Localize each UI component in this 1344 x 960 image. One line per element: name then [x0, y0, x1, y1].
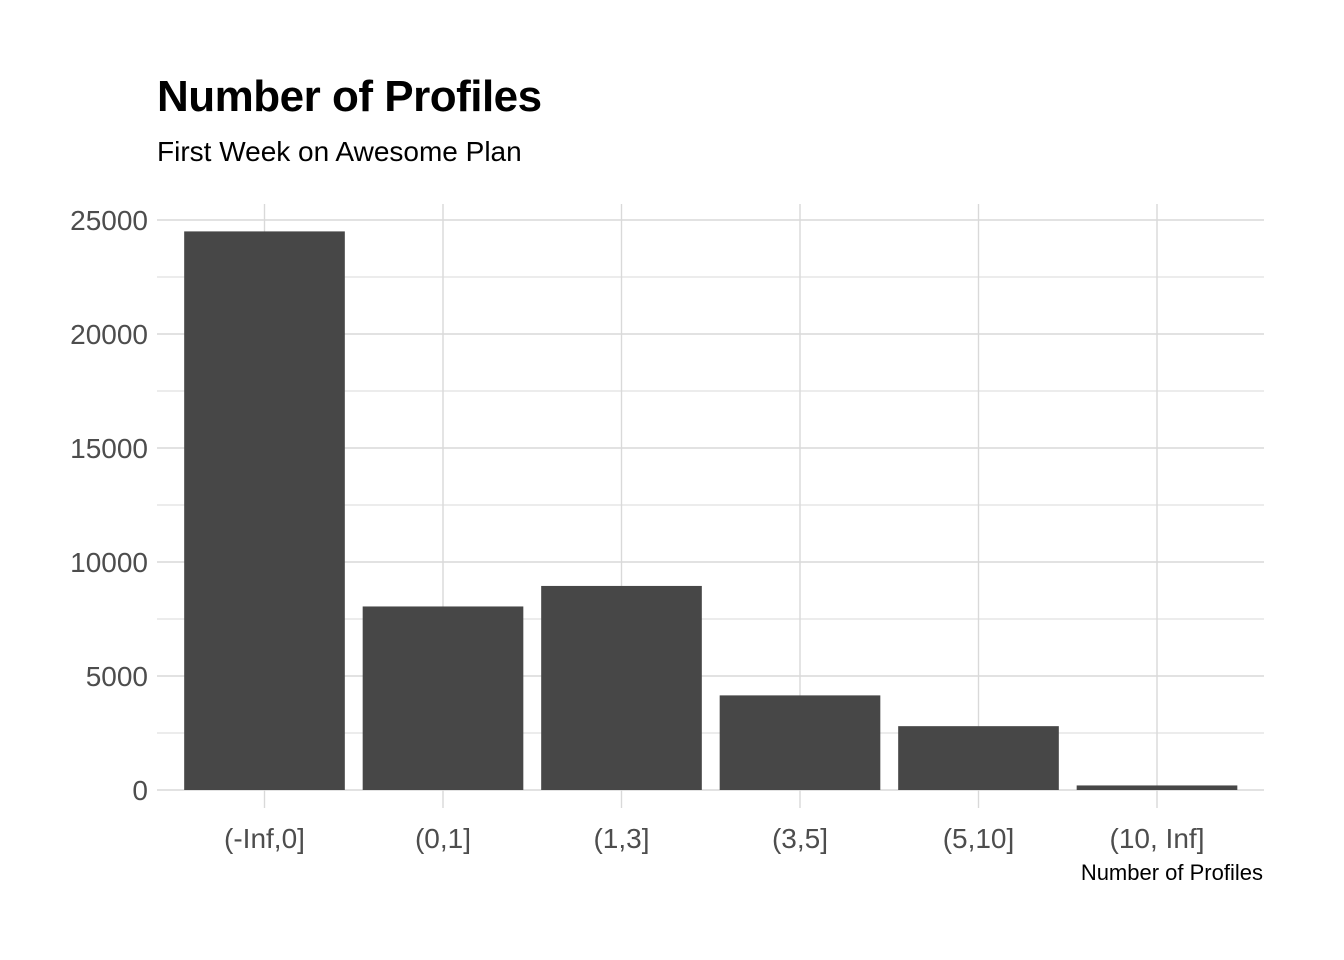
x-tick-label: (1,3]: [593, 823, 649, 854]
x-tick-label: (3,5]: [772, 823, 828, 854]
y-tick-label: 5000: [86, 661, 148, 692]
x-tick-label: (5,10]: [943, 823, 1015, 854]
x-axis-tick-labels: (-Inf,0] (0,1] (1,3] (3,5] (5,10] (10, Inf]: [224, 823, 1204, 854]
bars: [184, 231, 1238, 790]
y-tick-label: 10000: [70, 547, 148, 578]
bar-3: [719, 695, 881, 790]
y-tick-label: 20000: [70, 319, 148, 350]
y-axis-tick-labels: 0 5000 10000 15000 20000 25000: [70, 205, 148, 806]
bar-2: [541, 585, 702, 790]
chart-title: Number of Profiles: [157, 72, 542, 121]
y-tick-label: 15000: [70, 433, 148, 464]
bar-5: [1076, 785, 1238, 790]
bar-0: [184, 231, 345, 790]
chart-subtitle: First Week on Awesome Plan: [157, 136, 522, 167]
x-axis-title: Number of Profiles: [1081, 860, 1263, 885]
bar-1: [362, 606, 524, 790]
x-tick-label: (-Inf,0]: [224, 823, 305, 854]
x-tick-label: (0,1]: [415, 823, 471, 854]
y-tick-label: 0: [132, 775, 148, 806]
y-tick-label: 25000: [70, 205, 148, 236]
bar-4: [898, 726, 1059, 790]
x-tick-label: (10, Inf]: [1110, 823, 1205, 854]
